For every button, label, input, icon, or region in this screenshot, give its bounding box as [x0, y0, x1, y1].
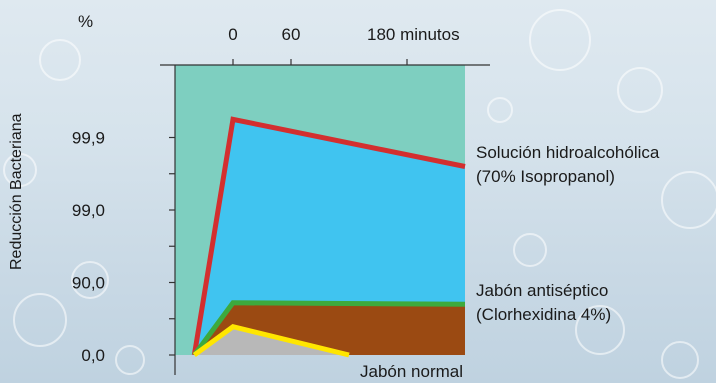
y-unit-label: % [78, 12, 94, 31]
y-tick-label: 99,9 [72, 129, 105, 148]
x-tick-label: 0 [228, 25, 237, 44]
series-area-1 [194, 119, 466, 355]
series-label-1: Solución hidroalcohólica [476, 143, 660, 162]
series-label-3: Jabón normal [360, 362, 463, 381]
series-line-1 [191, 116, 466, 356]
x-tick-label: 180 minutos [367, 25, 460, 44]
y-tick-label: 90,0 [72, 274, 105, 293]
series-line-3 [192, 324, 350, 358]
x-tick-label: 60 [282, 25, 301, 44]
series-label-2: (Clorhexidina 4%) [476, 305, 611, 324]
y-tick-label: 99,0 [72, 201, 105, 220]
y-tick-label: 0,0 [81, 346, 105, 365]
series-label-2: Jabón antiséptico [476, 281, 608, 300]
y-axis-title: Reducción Bacteriana [8, 113, 25, 270]
series-label-1: (70% Isopropanol) [476, 167, 615, 186]
series-line-2 [192, 300, 466, 357]
